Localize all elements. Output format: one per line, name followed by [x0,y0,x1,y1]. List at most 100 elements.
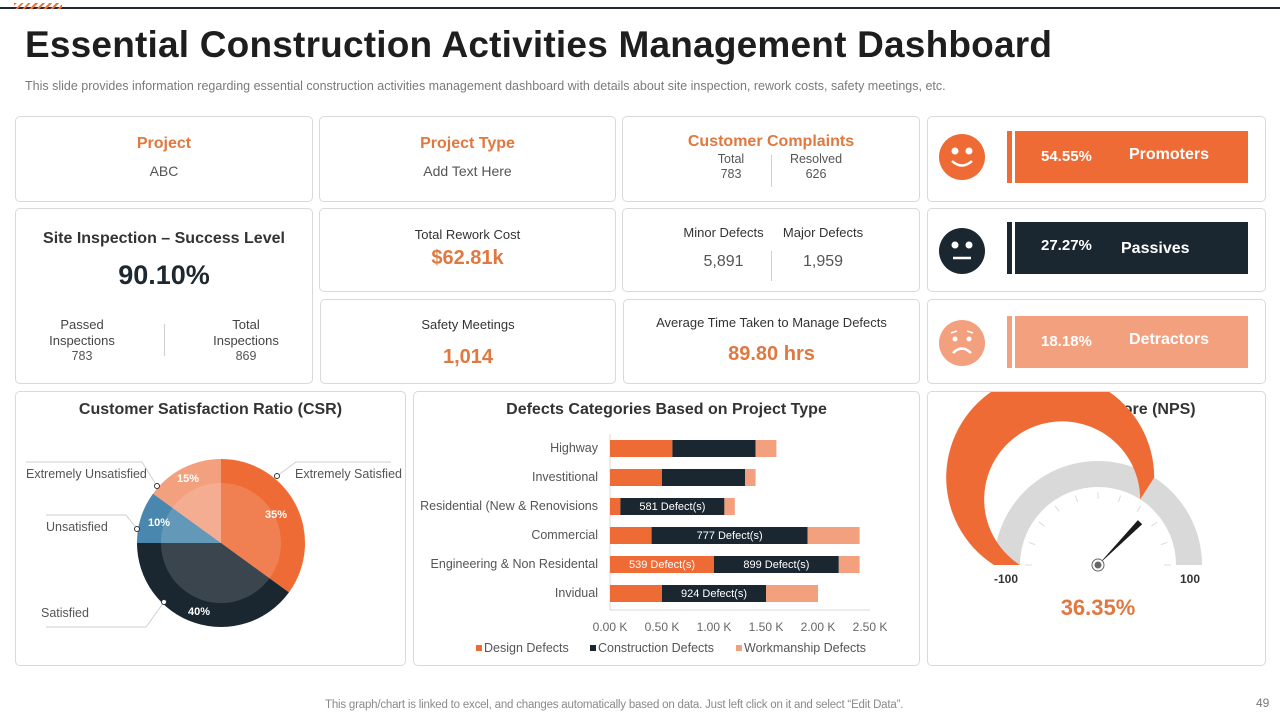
bar-data-label: 924 Defect(s) [681,588,747,600]
pie-category-label: Extremely Satisfied [295,467,402,481]
footer-note: This graph/chart is linked to excel, and… [325,699,904,711]
pie-inner-slice-extremely-satisfied [221,483,281,579]
bar-category-label: Highway [550,441,599,455]
bar-segment-construction-defects[interactable] [714,556,839,573]
bar-segment-design-defects[interactable] [610,440,673,457]
bar-segment-design-defects[interactable] [610,556,714,573]
site-inspection-value: 90.10% [118,260,210,290]
x-tick-label: 2.50 K [853,620,888,634]
csr-pie-chart: 35% 40% 10% 15% Extremely Satisfied Satisfied… [26,459,402,628]
defects-chart-title: Defects Categories Based on Project Type [506,401,827,418]
nps-gauge: -100 100 36.35% [946,392,1202,620]
bar-segment-workmanship-defects[interactable] [755,440,777,457]
safety-meetings-value: 1,014 [442,346,494,368]
bar-segment-workmanship-defects[interactable] [838,556,860,573]
bar-segment-construction-defects[interactable] [662,469,746,486]
pie-data-label: 40% [188,606,210,618]
defects-chart-card: Defects Categories Based on Project Type… [413,391,920,666]
pie-slice-extremely-satisfied[interactable] [221,459,306,593]
gauge-tick [1136,505,1142,512]
avg-time-card: Average Time Taken to Manage Defects 89.… [623,299,920,384]
pie-leader-dot [134,526,140,532]
gauge-tick [1151,521,1158,527]
bar-segment-workmanship-defects[interactable] [745,469,756,486]
pie-slice-unsatisfied[interactable] [137,493,221,543]
bar-category-label: Investitional [532,470,598,484]
pie-leader-line [26,461,158,487]
total-inspections-value: 869 [235,349,257,363]
passives-bar: 27.27% Passives [1007,222,1248,274]
rework-cost-card: Total Rework Cost $62.81k [319,208,616,292]
defects-bar-chart: Highway Investitional Residential (New & R… [420,434,888,655]
gauge-tick [1054,505,1060,512]
project-label: Project [136,135,192,152]
gauge-hub [1094,561,1102,569]
project-type-card: Project Type Add Text Here [319,116,616,202]
promoters-label: Promoters [1129,146,1210,163]
neutral-face-icon [939,228,985,274]
bar-segment-construction-defects[interactable] [672,440,756,457]
divider [771,251,772,281]
defects-card: Minor Defects 5,891 Major Defects 1,959 [622,208,920,292]
avg-time-label: Average Time Taken to Manage Defects [656,315,887,330]
gauge-tick [1038,521,1045,527]
gauge-max-label: 100 [1180,572,1200,586]
legend-swatch [476,645,482,651]
complaints-resolved-label: Resolved [789,152,843,166]
divider [771,155,772,187]
top-rule [0,7,1280,9]
complaints-label: Customer Complaints [687,133,855,150]
pie-slice-extremely-unsatisfied[interactable] [153,459,221,543]
pie-leader-dot [161,599,167,605]
pie-leader-dot [154,483,160,489]
site-inspection-card: Site Inspection – Success Level 90.10% P… [15,208,313,384]
pie-category-label: Extremely Unsatisfied [26,467,147,481]
detractors-pct: 18.18% [1041,333,1092,350]
bar-segment-workmanship-defects[interactable] [807,527,860,544]
customer-complaints-card: Customer Complaints Total 783 Resolved 6… [622,116,920,202]
bar-category-label: Commercial [531,528,598,542]
bar-segment-workmanship-defects[interactable] [724,498,735,515]
safety-meetings-label: Safety Meetings [421,317,515,332]
minor-defects-label: Minor Defects [683,225,764,240]
bar-data-label: 539 Defect(s) [629,559,695,571]
gauge-track [994,461,1202,565]
gauge-tick [1028,541,1036,546]
bar-segment-design-defects[interactable] [610,469,662,486]
pie-leader-line [276,461,391,477]
pie-category-label: Unsatisfied [46,520,108,534]
bar-data-label: 777 Defect(s) [697,530,763,542]
pie-inner-slice-unsatisfied [161,507,221,543]
legend-label: Construction Defects [598,641,714,655]
pie-slice-satisfied[interactable] [137,543,289,627]
major-defects-label: Major Defects [782,225,864,240]
bar-segment-design-defects[interactable] [610,527,652,544]
pie-category-label: Satisfied [41,606,89,620]
x-tick-label: 2.00 K [801,620,836,634]
total-inspections-label: Total Inspections [213,317,279,348]
detractors-label: Detractors [1129,331,1210,348]
bar-segment-design-defects[interactable] [610,585,662,602]
bar-segment-construction-defects[interactable] [651,527,808,544]
bar-segment-construction-defects[interactable] [620,498,725,515]
passives-pct: 27.27% [1041,237,1092,254]
rework-cost-label: Total Rework Cost [414,227,521,242]
x-tick-label: 0.50 K [645,620,680,634]
x-tick-label: 1.50 K [749,620,784,634]
avg-time-value: 89.80 hrs [728,343,815,365]
pie-leader-line [46,514,138,530]
safety-meetings-card: Safety Meetings 1,014 [320,299,616,384]
pie-leader-line [46,601,165,628]
complaints-resolved-value: 626 [805,167,827,181]
project-card: Project ABC [15,116,313,202]
site-inspection-label: Site Inspection – Success Level [43,230,285,247]
promoters-card: 54.55% Promoters [927,116,1266,202]
bar-segment-construction-defects[interactable] [662,585,766,602]
bar-segment-workmanship-defects[interactable] [766,585,818,602]
minor-defects-value: 5,891 [703,253,744,270]
gauge-tick [1074,495,1079,503]
bar-segment-design-defects[interactable] [610,498,621,515]
bar-category-label: Residential (New & Renovisions [420,499,598,513]
bar-data-label: 899 Defect(s) [743,559,809,571]
complaints-total-label: Total [717,152,745,166]
